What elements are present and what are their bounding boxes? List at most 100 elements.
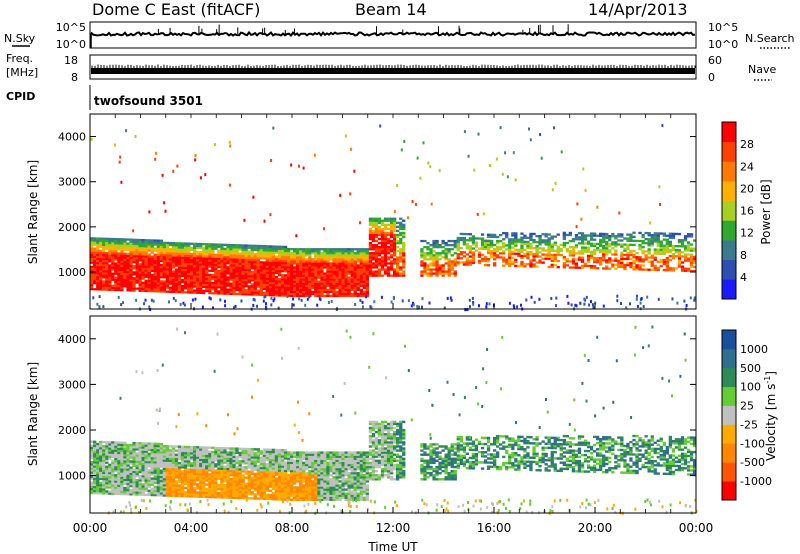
- heatmap-cell: [262, 299, 265, 303]
- heatmap-cell: [468, 251, 472, 254]
- heatmap-cell: [662, 232, 666, 235]
- heatmap-cell: [344, 272, 348, 275]
- heatmap-cell: [117, 459, 121, 463]
- heatmap-cell: [168, 467, 173, 471]
- heatmap-cell: [407, 299, 410, 303]
- heatmap-cell: [647, 232, 651, 235]
- heatmap-cell: [171, 272, 176, 275]
- heatmap-cell: [202, 466, 206, 470]
- heatmap-cell: [287, 270, 291, 273]
- heatmap-cell: [235, 246, 239, 249]
- heatmap-cell: [565, 258, 569, 261]
- heatmap-cell: [517, 248, 521, 251]
- heatmap-cell: [329, 256, 333, 259]
- heatmap-cell: [305, 294, 309, 298]
- heatmap-cell: [693, 239, 697, 242]
- heatmap-cell: [335, 294, 339, 298]
- heatmap-cell: [526, 240, 530, 244]
- heatmap-cell: [326, 292, 330, 296]
- heatmap-cell: [347, 268, 351, 271]
- heatmap-cell: [305, 252, 309, 255]
- heatmap-cell: [232, 270, 236, 273]
- heatmap-cell: [396, 262, 400, 265]
- heatmap-cell: [132, 454, 136, 457]
- heatmap-cell: [177, 280, 182, 284]
- heatmap-cell: [362, 278, 366, 281]
- heatmap-cell: [499, 240, 503, 243]
- heatmap-cell: [159, 266, 163, 269]
- heatmap-cell: [183, 274, 188, 278]
- heatmap-cell: [105, 286, 109, 289]
- heatmap-cell: [123, 474, 127, 477]
- heatmap-cell: [99, 490, 103, 493]
- heatmap-cell: [677, 241, 682, 244]
- heatmap-cell: [640, 297, 643, 301]
- heatmap-cell: [220, 247, 224, 250]
- heatmap-cell: [147, 269, 151, 272]
- heatmap-cell: [620, 302, 622, 305]
- heatmap-cell: [429, 165, 432, 169]
- heatmap-cell: [287, 282, 291, 285]
- heatmap-cell: [485, 302, 488, 306]
- heatmap-cell: [344, 290, 348, 293]
- heatmap-cell: [132, 493, 136, 496]
- heatmap-cell: [96, 448, 100, 452]
- heatmap-cell: [620, 265, 624, 269]
- heatmap-cell: [111, 244, 115, 247]
- heatmap-cell: [253, 269, 257, 272]
- heatmap-cell: [190, 470, 194, 473]
- heatmap-cell: [550, 265, 554, 269]
- heatmap-cell: [589, 267, 594, 270]
- heatmap-cell: [535, 265, 539, 268]
- heatmap-cell: [193, 263, 197, 266]
- heatmap-cell: [535, 247, 539, 250]
- heatmap-cell: [477, 132, 480, 136]
- heatmap-cell: [644, 258, 648, 261]
- heatmap-cell: [193, 269, 197, 272]
- heatmap-cell: [368, 254, 373, 257]
- heatmap-cell: [353, 248, 357, 251]
- heatmap-cell: [99, 449, 103, 452]
- heatmap-cell: [244, 291, 248, 294]
- heatmap-cell: [584, 188, 587, 192]
- heatmap-cell: [290, 258, 294, 261]
- heatmap-cell: [241, 254, 245, 257]
- heatmap-cell: [102, 249, 106, 253]
- heatmap-cell: [123, 268, 127, 272]
- heatmap-cell: [347, 252, 351, 255]
- heatmap-cell: [256, 289, 260, 292]
- heatmap-cell: [656, 232, 660, 235]
- heatmap-cell: [159, 270, 163, 273]
- heatmap-cell: [271, 277, 276, 281]
- heatmap-cell: [93, 465, 97, 468]
- heatmap-cell: [132, 491, 136, 494]
- heatmap-cell: [668, 242, 672, 246]
- heatmap-cell: [566, 294, 569, 298]
- heatmap-cell: [320, 256, 324, 259]
- heatmap-cell: [105, 237, 109, 240]
- heatmap-cell: [472, 301, 475, 305]
- heatmap-cell: [547, 251, 551, 254]
- heatmap-cell: [272, 126, 275, 130]
- heatmap-cell: [396, 235, 400, 239]
- heatmap-cell: [147, 263, 151, 266]
- heatmap-cell: [547, 243, 551, 246]
- heatmap-cell: [265, 255, 269, 258]
- heatmap-cell: [361, 305, 364, 309]
- heatmap-cell: [268, 247, 273, 250]
- heatmap-cell: [473, 168, 476, 172]
- heatmap-cell: [193, 283, 197, 286]
- heatmap-cell: [183, 254, 188, 257]
- heatmap-cell: [235, 244, 239, 247]
- heatmap-cell: [314, 294, 318, 298]
- heatmap-cell: [180, 266, 185, 269]
- heatmap-cell: [144, 483, 148, 486]
- heatmap-cell: [114, 486, 118, 489]
- heatmap-cell: [162, 264, 166, 267]
- heatmap-cell: [317, 272, 321, 275]
- heatmap-cell: [193, 464, 197, 467]
- heatmap-cell: [390, 229, 394, 233]
- heatmap-cell: [271, 263, 276, 266]
- heatmap-cell: [471, 257, 476, 260]
- heatmap-cell: [608, 249, 612, 252]
